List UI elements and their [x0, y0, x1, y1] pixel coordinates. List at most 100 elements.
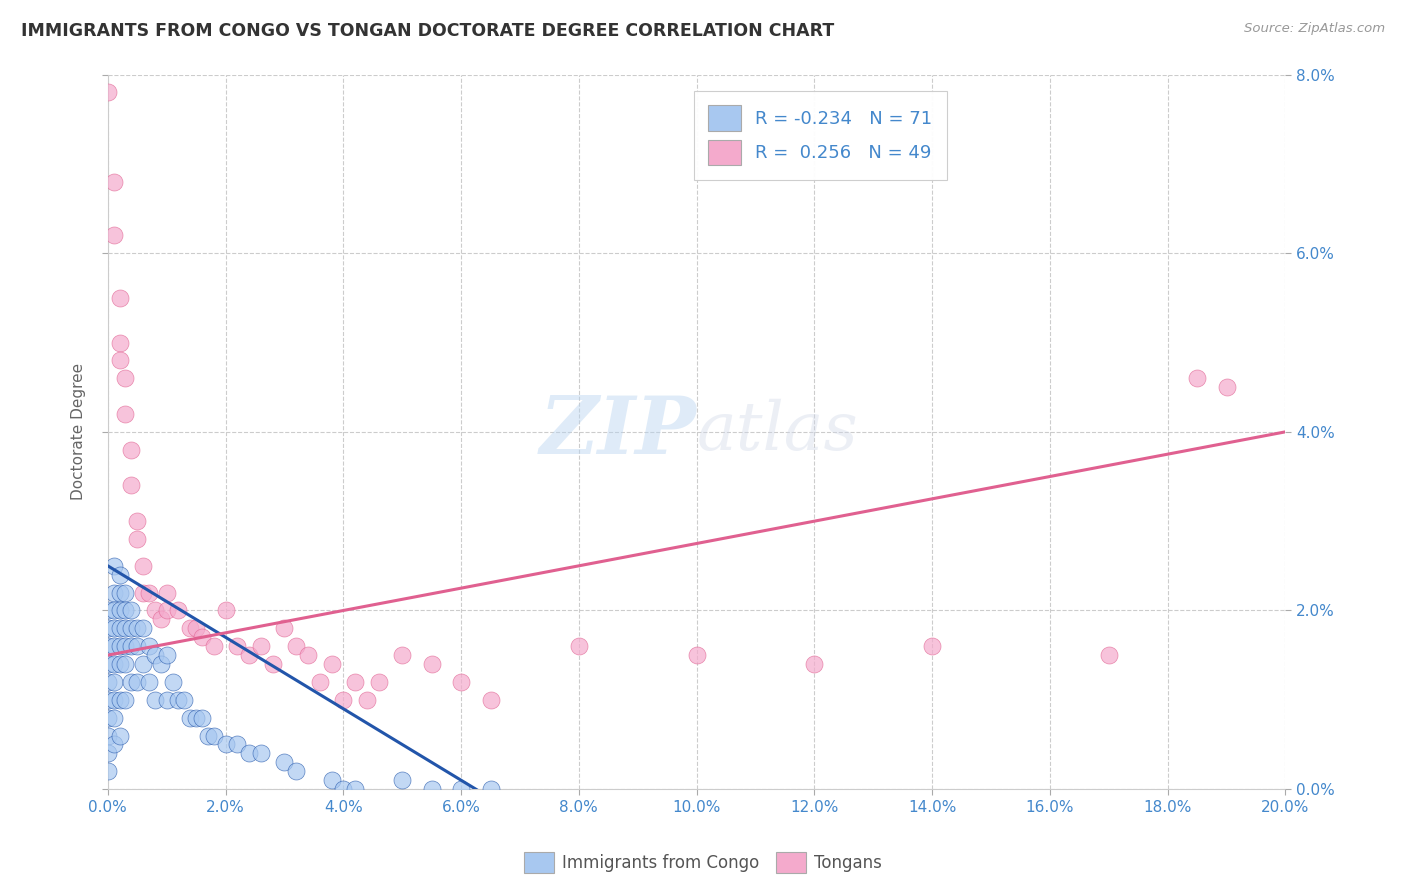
Point: [108, 639, 131, 653]
Point: [132, 657, 155, 671]
Point: [108, 621, 131, 635]
Point: [108, 693, 131, 707]
Point: [97, 764, 120, 779]
Point: [143, 648, 166, 662]
Point: [108, 729, 131, 743]
Point: [103, 175, 125, 189]
Point: [127, 639, 149, 653]
Point: [685, 648, 707, 662]
Point: [120, 442, 142, 457]
Text: IMMIGRANTS FROM CONGO VS TONGAN DOCTORATE DEGREE CORRELATION CHART: IMMIGRANTS FROM CONGO VS TONGAN DOCTORAT…: [21, 22, 834, 40]
Point: [97, 729, 120, 743]
Point: [127, 532, 149, 546]
Point: [97, 747, 120, 761]
Point: [191, 711, 214, 725]
Point: [127, 675, 149, 690]
Point: [197, 729, 219, 743]
Point: [120, 478, 142, 492]
Point: [103, 657, 125, 671]
Point: [108, 657, 131, 671]
Point: [114, 585, 136, 599]
Point: [132, 558, 155, 573]
Point: [97, 603, 120, 617]
Point: [132, 621, 155, 635]
Text: ZIP: ZIP: [540, 393, 696, 471]
Point: [97, 621, 120, 635]
Point: [479, 693, 502, 707]
Point: [108, 291, 131, 305]
Point: [321, 773, 343, 788]
Point: [184, 621, 207, 635]
Point: [184, 711, 207, 725]
Point: [173, 693, 195, 707]
Point: [450, 675, 472, 690]
Point: [120, 675, 142, 690]
Point: [921, 639, 943, 653]
Point: [167, 603, 190, 617]
Point: [420, 657, 443, 671]
Point: [97, 711, 120, 725]
Point: [97, 86, 120, 100]
Text: Source: ZipAtlas.com: Source: ZipAtlas.com: [1244, 22, 1385, 36]
Point: [103, 693, 125, 707]
Point: [179, 711, 201, 725]
Point: [367, 675, 389, 690]
Point: [108, 335, 131, 350]
Point: [179, 621, 201, 635]
Point: [332, 693, 354, 707]
Point: [103, 711, 125, 725]
Point: [114, 603, 136, 617]
Point: [162, 675, 184, 690]
Point: [391, 648, 413, 662]
Point: [127, 514, 149, 528]
Point: [238, 648, 260, 662]
Point: [1098, 648, 1121, 662]
Point: [103, 675, 125, 690]
Point: [103, 585, 125, 599]
Point: [114, 639, 136, 653]
Legend: Immigrants from Congo, Tongans: Immigrants from Congo, Tongans: [517, 846, 889, 880]
Point: [332, 782, 354, 797]
Point: [132, 585, 155, 599]
Point: [420, 782, 443, 797]
Point: [97, 693, 120, 707]
Point: [103, 621, 125, 635]
Point: [114, 371, 136, 385]
Point: [202, 639, 225, 653]
Point: [108, 603, 131, 617]
Point: [273, 621, 295, 635]
Point: [273, 756, 295, 770]
Point: [138, 585, 160, 599]
Point: [156, 693, 179, 707]
Point: [191, 630, 214, 644]
Point: [97, 657, 120, 671]
Point: [238, 747, 260, 761]
Point: [103, 738, 125, 752]
Point: [97, 675, 120, 690]
Point: [97, 639, 120, 653]
Point: [149, 657, 172, 671]
Point: [143, 603, 166, 617]
Point: [803, 657, 825, 671]
Point: [149, 612, 172, 626]
Point: [138, 675, 160, 690]
Point: [344, 675, 367, 690]
Point: [114, 657, 136, 671]
Point: [103, 228, 125, 243]
Point: [156, 603, 179, 617]
Point: [285, 639, 308, 653]
Point: [479, 782, 502, 797]
Point: [285, 764, 308, 779]
Point: [120, 603, 142, 617]
Point: [103, 603, 125, 617]
Text: atlas: atlas: [696, 400, 859, 465]
Point: [250, 747, 273, 761]
Point: [103, 558, 125, 573]
Point: [391, 773, 413, 788]
Point: [450, 782, 472, 797]
Point: [167, 693, 190, 707]
Point: [127, 621, 149, 635]
Point: [114, 693, 136, 707]
Point: [568, 639, 591, 653]
Point: [262, 657, 284, 671]
